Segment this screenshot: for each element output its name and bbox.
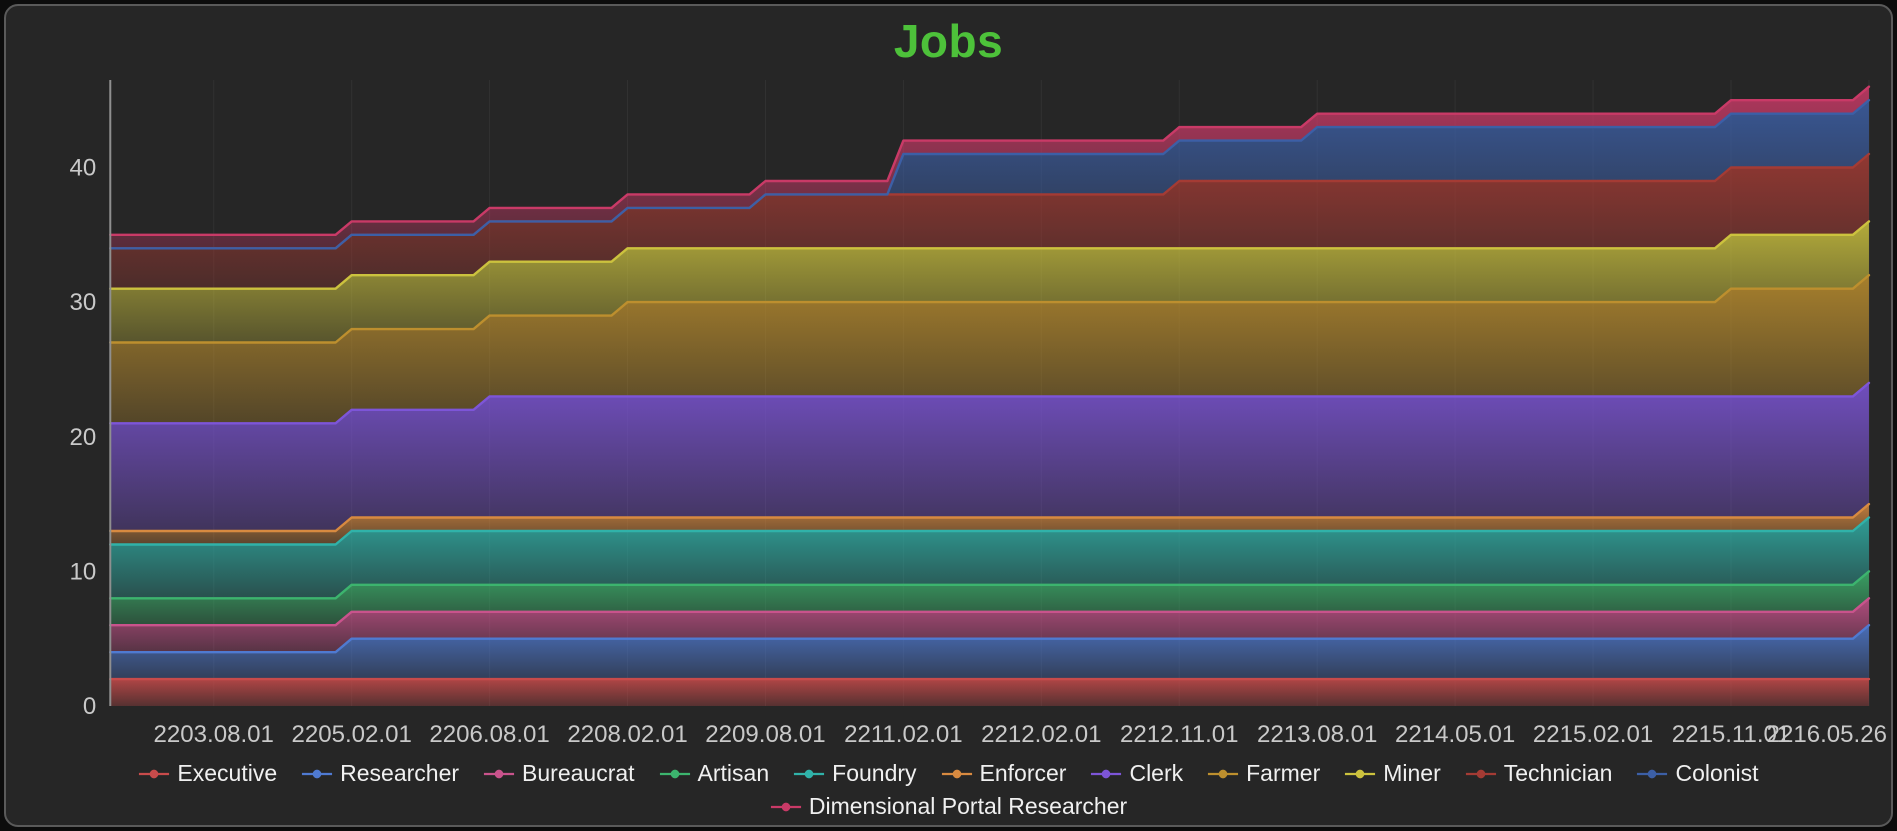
area-foundry [110,517,1869,599]
legend-label: Artisan [697,760,770,786]
legend-label: Executive [177,760,278,786]
x-axis-label: 2213.08.01 [1257,721,1377,748]
x-axis-label: 2209.08.01 [705,721,825,748]
app-window: Jobs 0 10 20 30 40 2203.08.01 2205.02.01 2206.0… [4,4,1893,827]
line-foundry [109,516,1871,546]
legend-marker-icon [139,769,170,778]
x-axis-label: 2214.05.01 [1395,721,1515,748]
x-axis-label: 2215.11.01 [1672,721,1791,748]
line-farmer [109,274,1871,344]
legend-item-enforcer[interactable]: Enforcer [941,760,1067,787]
legend-label: Clerk [1129,760,1184,786]
x-axis-label: 2205.02.01 [291,721,411,748]
area-miner [110,221,1869,343]
y-axis-label: 20 [69,424,96,451]
legend-item-farmer[interactable]: Farmer [1207,760,1320,787]
legend-marker-icon [1465,769,1496,778]
legend-marker-icon [1637,769,1668,778]
legend-item-artisan[interactable]: Artisan [659,760,770,787]
area-bureaucrat [110,598,1869,653]
legend-item-colonist[interactable]: Colonist [1636,760,1759,787]
legend-item-clerk[interactable]: Clerk [1090,760,1183,787]
legend-marker-icon [770,802,801,811]
legend-label: Enforcer [979,760,1067,786]
legend-label: Technician [1503,760,1613,786]
line-miner [109,220,1871,290]
legend-marker-icon [1345,769,1376,778]
line-artisan [109,570,1871,600]
area-researcher [110,625,1869,680]
legend-label: Dimensional Portal Researcher [808,793,1128,819]
page-title: Jobs [893,15,1004,67]
x-axis-label: 2216.05.26 [1767,721,1887,748]
legend-item-bureaucrat[interactable]: Bureaucrat [483,760,635,787]
legend-label: Bureaucrat [522,760,635,786]
line-dimensional-portal-researcher [109,85,1871,236]
area-technician [110,154,1869,289]
legend-marker-icon [659,769,690,778]
area-clerk [110,382,1869,531]
chart-legend: Executive Researcher Bureaucrat Artisan Foun… [6,758,1891,825]
line-colonist [109,99,1871,250]
stacked-area-chart: 0 10 20 30 40 2203.08.01 2205.02.01 2206.08.01 2… [69,80,1887,748]
area-colonist [110,100,1869,249]
legend-label: Researcher [340,760,460,786]
legend-item-technician[interactable]: Technician [1465,760,1613,787]
legend-marker-icon [1091,769,1122,778]
y-axis-label: 40 [69,155,96,182]
legend-label: Foundry [832,760,917,786]
area-farmer [110,275,1869,424]
legend-label: Colonist [1675,760,1759,786]
x-axis-label: 2203.08.01 [154,721,274,748]
legend-item-foundry[interactable]: Foundry [793,760,917,787]
legend-item-miner[interactable]: Miner [1344,760,1441,787]
line-researcher [109,624,1871,654]
y-axis-label: 10 [69,558,96,585]
legend-marker-icon [1208,769,1239,778]
legend-marker-icon [483,769,515,778]
line-enforcer [109,502,1871,533]
legend-label: Miner [1383,760,1441,786]
x-axis-label: 2212.11.01 [1120,721,1239,748]
legend-label: Farmer [1246,760,1321,786]
y-axis-label: 30 [69,289,96,316]
x-axis-label: 2212.02.01 [981,721,1101,748]
legend-item-researcher[interactable]: Researcher [301,760,459,787]
legend-marker-icon [302,769,333,778]
x-axis-label: 2206.08.01 [429,721,549,748]
area-enforcer [110,504,1869,545]
legend-item-dimensional-portal-researcher[interactable]: Dimensional Portal Researcher [770,793,1127,820]
x-axis-label: 2208.02.01 [567,721,687,748]
x-axis-label: 2211.02.01 [844,721,963,748]
y-axis-label: 0 [83,693,96,720]
legend-marker-icon [794,769,825,778]
legend-marker-icon [941,769,972,778]
chart-area: 0 10 20 30 40 2203.08.01 2205.02.01 2206.08.01 2… [6,70,1891,758]
legend-item-executive[interactable]: Executive [138,760,277,787]
line-bureaucrat [109,597,1871,627]
line-clerk [109,381,1871,425]
x-axis-label: 2215.02.01 [1533,721,1653,748]
area-executive [110,679,1869,706]
